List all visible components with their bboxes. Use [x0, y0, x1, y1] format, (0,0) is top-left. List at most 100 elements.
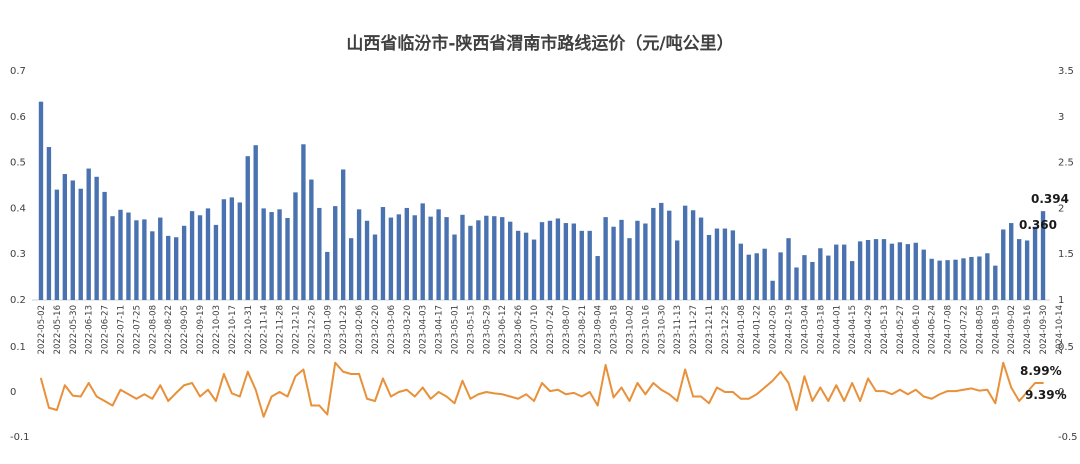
line-point — [135, 397, 138, 400]
line-point — [71, 394, 74, 397]
line-point — [739, 397, 742, 400]
bar — [484, 215, 489, 300]
bar — [961, 258, 966, 300]
line-point — [429, 397, 432, 400]
x-tick-label: 2023-10-16 — [641, 305, 651, 354]
line-point — [898, 388, 901, 391]
bar — [189, 211, 195, 300]
line-point — [254, 388, 257, 391]
line-point — [127, 393, 130, 396]
x-tick-label: 2022-10-31 — [244, 305, 254, 354]
line-point — [390, 395, 392, 398]
line-point — [922, 395, 925, 398]
line-point — [636, 382, 639, 384]
bar — [969, 256, 974, 300]
line-point — [803, 375, 806, 378]
bar — [110, 216, 115, 300]
x-tick-label: 2024-06-10 — [912, 305, 922, 354]
bar — [444, 217, 449, 300]
line-point — [628, 400, 631, 402]
line-point — [946, 390, 949, 392]
upper-left-tick: 0.4 — [10, 203, 26, 214]
bar — [213, 224, 219, 300]
line-point — [151, 397, 154, 400]
line-point — [103, 400, 106, 402]
lower-left-tick: 0 — [10, 387, 16, 398]
bar — [86, 168, 91, 300]
bar — [237, 202, 242, 300]
bar — [675, 240, 680, 300]
line-point — [461, 379, 464, 382]
bar — [889, 243, 895, 300]
line-point — [246, 370, 249, 373]
bar — [571, 223, 576, 300]
line-point — [397, 391, 400, 393]
x-tick-label: 2024-07-08 — [944, 305, 954, 354]
line-point — [994, 402, 997, 405]
bar — [261, 208, 266, 300]
x-tick-label: 2022-06-13 — [85, 305, 95, 354]
line-point — [382, 377, 384, 380]
upper-left-tick: 0.7 — [10, 66, 26, 77]
bar — [1009, 223, 1014, 300]
line-point — [660, 388, 663, 391]
x-tick-label: 2022-06-27 — [101, 305, 111, 354]
line-point — [692, 395, 694, 398]
bar — [523, 232, 529, 300]
bar — [102, 191, 107, 300]
x-tick-label: 2023-05-01 — [451, 305, 461, 354]
bar — [985, 253, 990, 300]
bar — [587, 230, 592, 300]
annotation-bar-prev: 0.360 — [1019, 218, 1057, 232]
upper-right-tick: 1 — [1058, 295, 1064, 306]
x-tick-label: 2022-11-14 — [260, 305, 270, 354]
bar — [396, 214, 402, 300]
lower-right-tick: 0 — [1058, 387, 1064, 398]
line-point — [87, 382, 90, 384]
line-point — [493, 392, 496, 395]
line-point — [771, 379, 774, 382]
line-point — [891, 393, 893, 396]
x-tick-label: 2023-05-29 — [482, 305, 492, 354]
bar — [937, 260, 942, 300]
bar — [826, 255, 831, 300]
line-point — [310, 404, 313, 407]
line-point — [883, 390, 885, 392]
line-point — [596, 404, 599, 407]
bar — [388, 217, 394, 300]
bar — [547, 220, 553, 300]
bar — [603, 217, 608, 300]
line-point — [843, 400, 846, 402]
line-point — [875, 390, 877, 392]
x-tick-label: 2023-04-17 — [435, 305, 445, 354]
line-point — [358, 373, 360, 375]
bar — [762, 248, 767, 300]
x-tick-label: 2024-02-05 — [769, 305, 779, 354]
line-point — [867, 377, 869, 380]
lower-right-tick: 0.5 — [1058, 342, 1074, 353]
bar — [667, 210, 672, 300]
line-point — [1034, 382, 1036, 384]
x-tick-label: 2023-03-06 — [387, 305, 397, 354]
x-tick-label: 2023-06-26 — [514, 305, 524, 354]
x-tick-label: 2022-12-12 — [291, 305, 301, 354]
x-tick-label: 2024-02-19 — [785, 305, 795, 354]
x-tick-label: 2024-09-30 — [1039, 305, 1049, 354]
annotation-bar-last: 0.394 — [1031, 192, 1069, 206]
x-tick-label: 2024-04-29 — [864, 305, 874, 354]
line-point — [230, 392, 233, 395]
x-tick-label: 2024-09-16 — [1023, 305, 1033, 354]
bar — [118, 209, 123, 300]
bar — [348, 238, 354, 300]
bar — [619, 219, 624, 300]
x-tick-label: 2024-08-05 — [975, 305, 985, 354]
bar — [325, 251, 330, 300]
bar — [651, 207, 656, 300]
line-point — [374, 400, 376, 402]
line-point — [525, 393, 527, 396]
upper-left-axis: 0.7 0.6 0.5 0.4 0.3 0.2 — [10, 66, 26, 306]
bar — [46, 147, 52, 300]
line-point — [1042, 382, 1044, 384]
bar — [62, 174, 68, 300]
line-point — [930, 397, 933, 400]
